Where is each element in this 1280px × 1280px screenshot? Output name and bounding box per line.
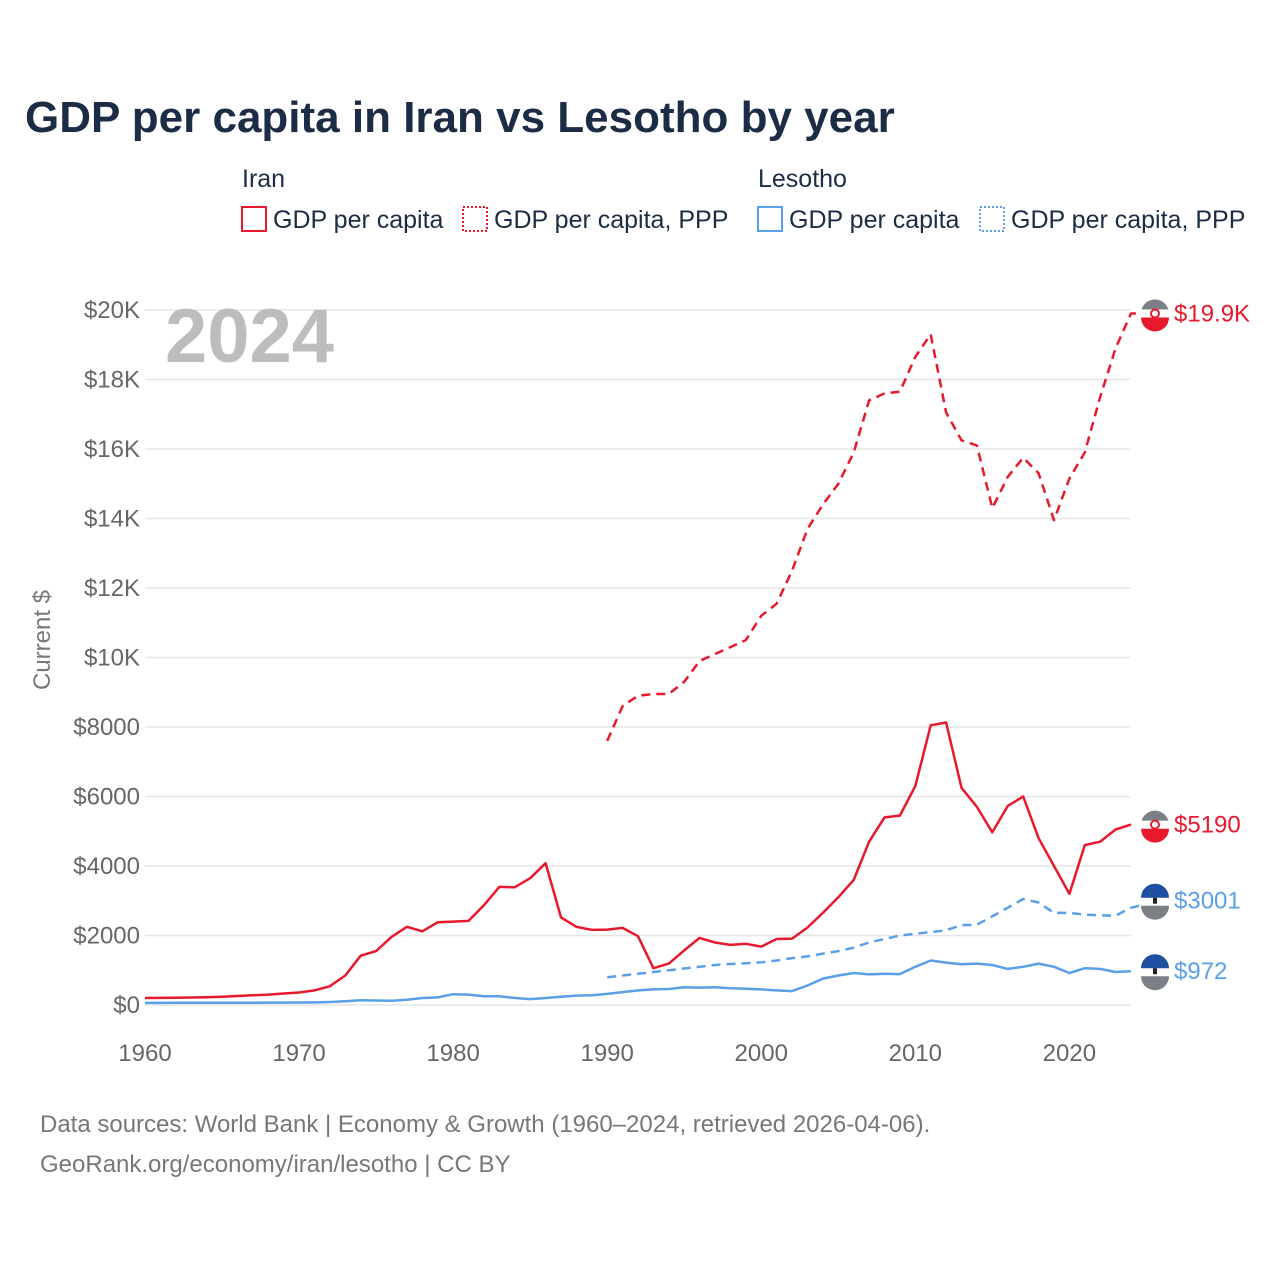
- series-line-lesotho-ppp[interactable]: [607, 897, 1163, 979]
- lesotho-flag-icon: [1141, 954, 1169, 991]
- lesotho-flag-icon: [1141, 883, 1169, 920]
- y-tick-label: $6000: [73, 784, 140, 811]
- legend-label-lesotho-gdp[interactable]: GDP per capita: [789, 206, 960, 234]
- end-label-lesotho-gdp: $972: [1174, 958, 1227, 985]
- x-tick-label: 1980: [426, 1040, 479, 1067]
- chart-title: GDP per capita in Iran vs Lesotho by yea…: [25, 93, 895, 142]
- series-lines: [144, 312, 1163, 1005]
- y-tick-label: $4000: [73, 853, 140, 880]
- legend-swatch-iran-gdp[interactable]: [241, 206, 267, 232]
- iran-flag-icon: [1141, 810, 1169, 843]
- legend-label-iran-ppp[interactable]: GDP per capita, PPP: [494, 206, 728, 234]
- x-tick-label: 1970: [272, 1040, 325, 1067]
- x-axis-ticks: 1960 1970 1980 1990 2000 2010 2020: [118, 1040, 1096, 1067]
- legend-label-iran-gdp[interactable]: GDP per capita: [273, 206, 444, 234]
- end-label-iran-ppp: $19.9K: [1174, 300, 1250, 327]
- x-tick-label: 2010: [889, 1040, 942, 1067]
- series-line-iran-ppp[interactable]: [606, 312, 1147, 742]
- y-tick-label: $14K: [84, 506, 140, 533]
- x-tick-label: 1960: [118, 1040, 171, 1067]
- y-tick-label: $8000: [73, 714, 140, 741]
- year-overlay: 2024: [165, 294, 334, 379]
- y-tick-label: $18K: [84, 367, 140, 394]
- legend-swatch-lesotho-ppp[interactable]: [979, 206, 1005, 232]
- end-label-lesotho-ppp: $3001: [1174, 888, 1241, 915]
- y-tick-label: $0: [113, 992, 140, 1019]
- legend-group-iran: Iran: [242, 165, 285, 193]
- legend-swatch-iran-ppp[interactable]: [462, 206, 488, 232]
- y-tick-label: $16K: [84, 436, 140, 463]
- y-tick-label: $2000: [73, 923, 140, 950]
- y-tick-label: $12K: [84, 575, 140, 602]
- y-tick-label: $20K: [84, 297, 140, 324]
- y-axis-ticks: $0 $2000 $4000 $6000 $8000 $10K $12K $14K $16K $1…: [73, 297, 140, 1019]
- legend-swatch-lesotho-gdp[interactable]: [757, 206, 783, 232]
- x-tick-label: 2000: [735, 1040, 788, 1067]
- y-axis-title: Current $: [29, 590, 56, 690]
- x-tick-label: 2020: [1043, 1040, 1096, 1067]
- legend-group-lesotho: Lesotho: [758, 165, 847, 193]
- end-label-iran-gdp: $5190: [1174, 812, 1241, 839]
- legend-label-lesotho-ppp[interactable]: GDP per capita, PPP: [1011, 206, 1245, 234]
- end-labels: $19.9K $5190 $3001 $972: [1141, 299, 1250, 991]
- series-line-iran-gdp[interactable]: [144, 721, 1132, 1000]
- x-tick-label: 1990: [580, 1040, 633, 1067]
- footer-source: Data sources: World Bank | Economy & Gro…: [40, 1111, 930, 1138]
- iran-flag-icon: [1141, 299, 1169, 332]
- y-tick-label: $10K: [84, 645, 140, 672]
- footer-link[interactable]: GeoRank.org/economy/iran/lesotho | CC BY: [40, 1151, 510, 1178]
- series-line-lesotho-gdp[interactable]: [145, 959, 1132, 1005]
- legend: Iran GDP per capita GDP per capita, PPP …: [241, 165, 1245, 234]
- grid-lines: [145, 309, 1131, 1006]
